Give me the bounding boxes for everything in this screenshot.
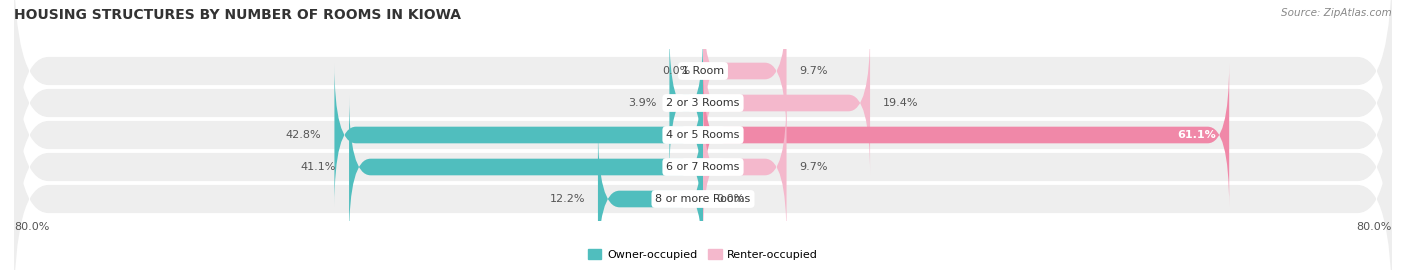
FancyBboxPatch shape [14,53,1392,270]
Text: 9.7%: 9.7% [800,162,828,172]
Text: 0.0%: 0.0% [662,66,690,76]
Text: 42.8%: 42.8% [285,130,322,140]
FancyBboxPatch shape [349,95,703,239]
Legend: Owner-occupied, Renter-occupied: Owner-occupied, Renter-occupied [583,245,823,264]
FancyBboxPatch shape [703,63,1229,207]
Text: Source: ZipAtlas.com: Source: ZipAtlas.com [1281,8,1392,18]
Text: 6 or 7 Rooms: 6 or 7 Rooms [666,162,740,172]
Text: 4 or 5 Rooms: 4 or 5 Rooms [666,130,740,140]
FancyBboxPatch shape [669,31,703,175]
Text: 61.1%: 61.1% [1177,130,1216,140]
Text: 2 or 3 Rooms: 2 or 3 Rooms [666,98,740,108]
FancyBboxPatch shape [14,85,1392,270]
FancyBboxPatch shape [598,127,703,270]
Text: 80.0%: 80.0% [14,222,49,232]
FancyBboxPatch shape [703,95,786,239]
Text: 8 or more Rooms: 8 or more Rooms [655,194,751,204]
FancyBboxPatch shape [14,21,1392,249]
Text: 3.9%: 3.9% [628,98,657,108]
Text: 12.2%: 12.2% [550,194,585,204]
Text: 9.7%: 9.7% [800,66,828,76]
FancyBboxPatch shape [703,31,870,175]
Text: 0.0%: 0.0% [716,194,744,204]
FancyBboxPatch shape [14,0,1392,185]
FancyBboxPatch shape [703,0,786,143]
Text: 41.1%: 41.1% [301,162,336,172]
FancyBboxPatch shape [14,0,1392,217]
Text: 1 Room: 1 Room [682,66,724,76]
Text: HOUSING STRUCTURES BY NUMBER OF ROOMS IN KIOWA: HOUSING STRUCTURES BY NUMBER OF ROOMS IN… [14,8,461,22]
Text: 19.4%: 19.4% [883,98,918,108]
FancyBboxPatch shape [335,63,703,207]
Text: 80.0%: 80.0% [1357,222,1392,232]
